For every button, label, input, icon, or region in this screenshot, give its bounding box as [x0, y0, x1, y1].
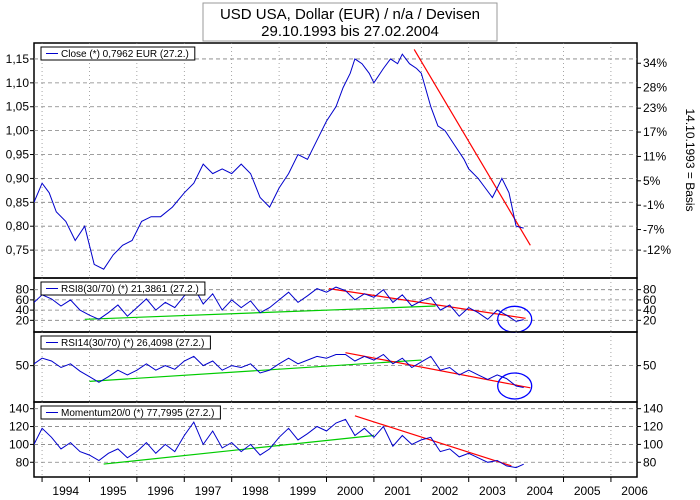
ytick-label: 140 — [9, 402, 29, 416]
ytick-label: 1,10 — [6, 76, 30, 90]
right-tick-label: 60 — [643, 293, 657, 307]
right-tick-label: 34% — [643, 56, 667, 70]
legend-box — [40, 405, 221, 420]
series-line-momentum — [34, 418, 524, 469]
xtick-label: 2003 — [479, 484, 506, 498]
right-tick-label: 80 — [643, 455, 657, 469]
highlight-circle — [497, 305, 533, 333]
right-tick-label: 120 — [643, 420, 663, 434]
highlight-circle — [497, 372, 533, 400]
xtick-label: 1996 — [147, 484, 174, 498]
ytick-label: 0,75 — [6, 243, 30, 257]
trendline-down — [345, 352, 531, 389]
xtick-label: 2000 — [337, 484, 364, 498]
panel-momentum: 140 120 100 80 140 120 100 80 Momentum20/0 (*) 7… — [9, 401, 663, 478]
xtick-label: 2006 — [621, 484, 648, 498]
right-tick-label: -1% — [643, 198, 665, 212]
ytick-label: 1,05 — [6, 100, 30, 114]
ytick-label: 0,95 — [6, 148, 30, 162]
right-tick-label: 11% — [643, 149, 666, 163]
trendline-down — [413, 49, 531, 246]
right-tick-label: 28% — [643, 81, 667, 95]
xtick-label: 2002 — [432, 484, 459, 498]
panel-price: 1,15 1,10 1,05 1,00 0,95 0,90 0,85 0,80 0,75 34% 2… — [6, 42, 671, 279]
ytick-label: 80 — [16, 283, 30, 297]
legend: RSI8(30/70) (*) 21,3861 (27.2.) — [40, 281, 206, 296]
title-box — [202, 2, 498, 42]
series-line-price — [34, 53, 524, 270]
xtick-label: 1994 — [52, 484, 79, 498]
xtick-label: 2005 — [574, 484, 601, 498]
ytick-label: 0,85 — [6, 195, 30, 209]
right-axis-label: 14.10.1993 = Basis — [683, 108, 697, 211]
title-line-2: 29.10.1993 bis 27.02.2004 — [261, 23, 439, 40]
x-axis: 1994 1995 1996 1997 1998 1999 2000 2001 2002 2003… — [41, 477, 648, 498]
xtick-label: 2004 — [526, 484, 553, 498]
ytick-label: 80 — [16, 455, 30, 469]
xtick-label: 2001 — [384, 484, 411, 498]
xtick-label: 1997 — [195, 484, 222, 498]
ytick-label: 120 — [9, 420, 29, 434]
plot-area — [34, 352, 531, 389]
legend-box — [40, 281, 206, 296]
ytick-label: 40 — [16, 303, 30, 317]
panels: 1,15 1,10 1,05 1,00 0,95 0,90 0,85 0,80 0,75 34% 2… — [6, 42, 671, 478]
plot-area — [34, 415, 524, 469]
title-line-1: USD USA, Dollar (EUR) / n/a / Devisen — [220, 6, 480, 23]
ytick-label: 50 — [16, 359, 30, 373]
legend-box — [40, 46, 196, 61]
right-tick-label: -12% — [643, 243, 671, 257]
right-tick-label: 50 — [643, 359, 657, 373]
legend-label: RSI14(30/70) (*) 26,4098 (27.2.) — [61, 338, 204, 349]
right-tick-label: 5% — [643, 174, 661, 188]
chart-title: USD USA, Dollar (EUR) / n/a / Devisen 29… — [202, 2, 498, 42]
legend: RSI14(30/70) (*) 26,4098 (27.2.) — [40, 335, 211, 350]
right-tick-label: 100 — [643, 437, 663, 451]
trendline-down — [328, 288, 526, 319]
xtick-label: 1999 — [289, 484, 316, 498]
xtick-label: 1998 — [242, 484, 269, 498]
legend: Close (*) 0,7962 EUR (27.2.) — [40, 46, 196, 61]
ytick-label: 1,15 — [6, 52, 30, 66]
ytick-label: 60 — [16, 293, 30, 307]
ytick-label: 0,90 — [6, 171, 30, 185]
panel-frame — [33, 42, 638, 279]
ytick-label: 0,80 — [6, 219, 30, 233]
right-tick-label: 40 — [643, 303, 657, 317]
ytick-label: 20 — [16, 313, 30, 327]
right-tick-label: 140 — [643, 402, 663, 416]
ytick-label: 1,00 — [6, 124, 30, 138]
plot-area — [34, 49, 531, 270]
series-line-rsi8 — [34, 286, 524, 322]
legend-box — [40, 335, 211, 350]
series-line-rsi14 — [34, 353, 524, 388]
legend: Momentum20/0 (*) 77,7995 (27.2.) — [40, 405, 221, 420]
legend-label: Close (*) 0,7962 EUR (27.2.) — [61, 49, 189, 60]
right-tick-label: 23% — [643, 101, 667, 115]
right-tick-label: 20 — [643, 313, 657, 327]
right-tick-label: -7% — [643, 223, 665, 237]
legend-label: RSI8(30/70) (*) 21,3861 (27.2.) — [61, 284, 199, 295]
plot-area — [34, 286, 526, 322]
panel-rsi14: 50 50 RSI14(30/70) (*) 26,4098 (27.2.) — [16, 331, 657, 403]
xtick-label: 1995 — [100, 484, 127, 498]
panel-frame — [33, 401, 638, 478]
legend-label: Momentum20/0 (*) 77,7995 (27.2.) — [61, 408, 214, 419]
ytick-label: 100 — [9, 437, 29, 451]
trendline-up — [89, 359, 422, 382]
right-tick-label: 17% — [643, 125, 667, 139]
right-tick-label: 80 — [643, 283, 657, 297]
